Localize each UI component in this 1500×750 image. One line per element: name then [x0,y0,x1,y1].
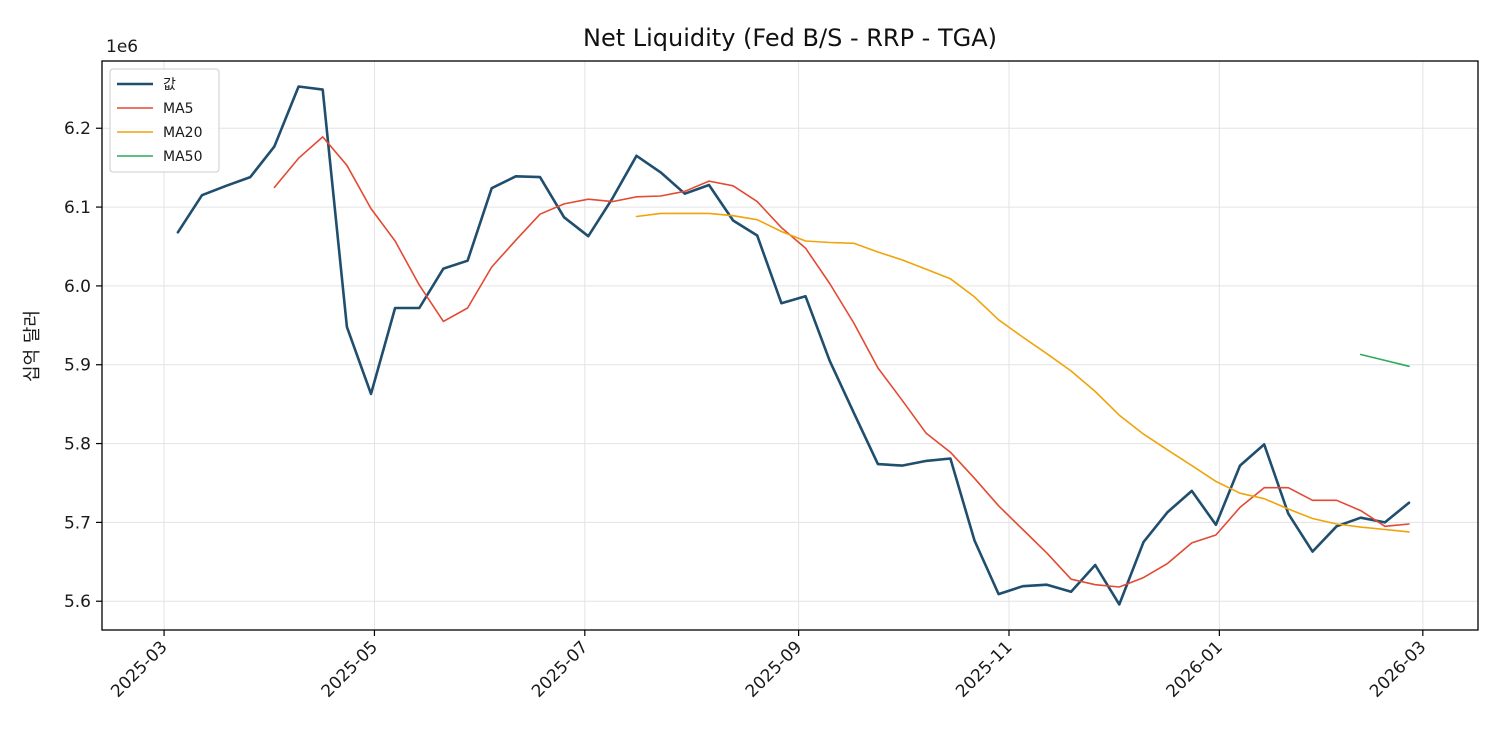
y-tick-label: 6.2 [64,119,91,139]
legend-label: MA5 [163,101,194,117]
grid [102,61,1478,630]
series-line [176,85,1411,606]
y-tick-label: 6.0 [64,277,91,297]
y-tick-label: 5.8 [64,435,91,455]
series-2 [635,212,1410,533]
y-tick-label: 5.9 [64,356,91,376]
series-line [273,136,1410,588]
y-offset-label: 1e6 [106,37,138,57]
y-tick-label: 5.7 [64,513,91,533]
series-layer [176,85,1411,606]
legend: 값 MA5 MA20 MA50 [109,68,220,173]
series-line [1359,353,1410,368]
legend-label: 값 [163,77,176,93]
legend-label: MA20 [163,125,202,141]
plot-frame [101,60,1479,631]
series-3 [1359,353,1410,368]
series-0 [176,85,1411,606]
y-tick-label: 5.6 [64,592,91,612]
y-tick-label: 6.1 [64,198,91,218]
legend-box [109,68,220,173]
legend-label: MA50 [163,149,202,165]
series-1 [273,136,1410,588]
chart-title: Net Liquidity (Fed B/S - RRP - TGA) [583,24,997,52]
y-axis-label: 십억 달러 [22,310,43,382]
y-axis: 5.6 5.7 5.8 5.9 6.0 6.1 6.2 [64,119,102,612]
